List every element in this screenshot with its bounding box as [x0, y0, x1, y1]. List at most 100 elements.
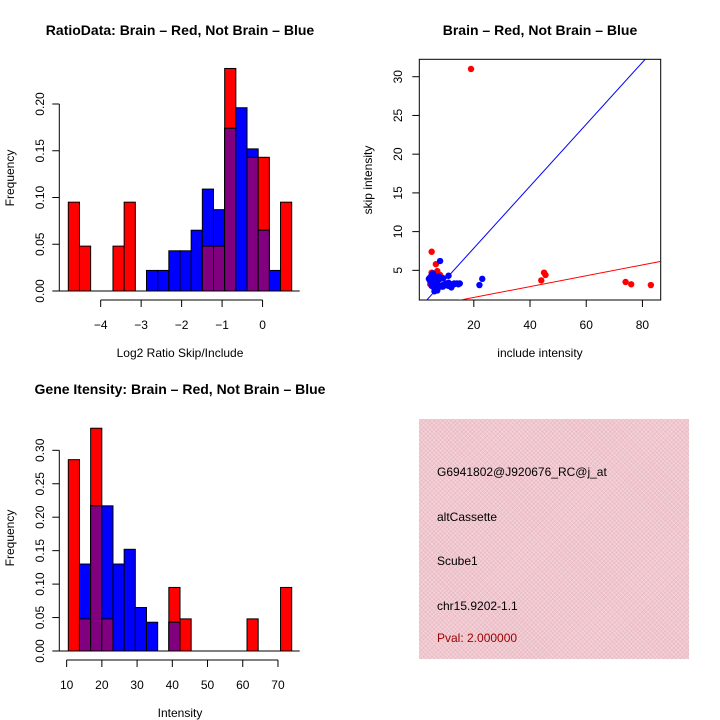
- y-tick-label: 0.05: [33, 606, 47, 630]
- overlap-bar: [213, 245, 226, 292]
- ratio-histogram-title: RatioData: Brain – Red, Not Brain – Blue: [46, 22, 315, 38]
- y-tick-label: 0.05: [33, 232, 47, 256]
- overlap-bar: [78, 618, 92, 652]
- x-tick-label: −2: [175, 318, 189, 332]
- y-tick-label: 10: [391, 225, 405, 239]
- scatter-title: Brain – Red, Not Brain – Blue: [443, 22, 638, 38]
- red-bar: [280, 586, 293, 652]
- red-bar: [179, 618, 192, 652]
- not-brain-point: [445, 282, 452, 290]
- red-bar: [123, 201, 136, 292]
- ratio-histogram-ylabel: Frequency: [3, 150, 17, 207]
- y-tick-label: 0.25: [33, 472, 47, 496]
- x-tick-label: 10: [60, 678, 74, 692]
- y-tick-label: 15: [391, 186, 405, 200]
- x-tick-label: 80: [636, 318, 650, 332]
- brain-point: [622, 278, 629, 286]
- blue-bar: [179, 250, 192, 292]
- y-tick-label: 25: [391, 108, 405, 122]
- x-tick-label: 0: [259, 318, 266, 332]
- brain-fit-line: [457, 260, 661, 300]
- plot-area: [425, 59, 661, 300]
- x-tick-label: −1: [215, 318, 229, 332]
- overlap-bar: [90, 505, 103, 652]
- x-tick-label: 60: [580, 318, 594, 332]
- y-tick-label: 0.00: [33, 279, 47, 303]
- red-bar: [67, 201, 80, 292]
- intensity-histogram-ylabel: Frequency: [3, 510, 17, 567]
- not-brain-fit-line: [426, 59, 646, 300]
- x-tick-label: 50: [201, 678, 215, 692]
- blue-bar: [145, 269, 159, 292]
- y-tick-label: 0.00: [33, 639, 47, 663]
- genomic-location: chr15.9202-1.1: [437, 599, 518, 613]
- event-type: altCassette: [437, 510, 498, 524]
- overlap-bar: [224, 127, 237, 292]
- not-brain-point: [455, 281, 462, 288]
- blue-bar: [157, 269, 170, 292]
- overlap-bar: [168, 621, 181, 652]
- blue-bar: [235, 107, 248, 292]
- probe-id: G6941802@J920676_RC@j_at: [437, 465, 607, 479]
- blue-bar: [168, 250, 181, 292]
- probe-info-panel: G6941802@J920676_RC@j_at altCassette Scu…: [419, 419, 689, 659]
- not-brain-point: [479, 275, 486, 283]
- intensity-histogram-panel: Gene Itensity: Brain – Red, Not Brain – …: [3, 381, 326, 720]
- y-tick-label: 0.20: [33, 92, 47, 116]
- overlap-bar: [257, 229, 270, 292]
- not-brain-point: [439, 283, 447, 290]
- overlap-bar: [201, 245, 215, 292]
- x-tick-label: 70: [271, 678, 285, 692]
- red-bar: [112, 245, 125, 292]
- x-tick-label: 30: [130, 678, 144, 692]
- y-tick-label: 0.15: [33, 539, 47, 563]
- y-tick-label: 30: [391, 70, 405, 84]
- scatter-panel: Brain – Red, Not Brain – Blue include in…: [361, 22, 662, 360]
- blue-bar: [123, 548, 136, 652]
- brain-point: [627, 281, 635, 288]
- brain-point: [542, 271, 549, 279]
- blue-bar: [134, 607, 147, 652]
- overlap-bar: [246, 156, 259, 292]
- x-tick-label: 40: [523, 318, 537, 332]
- intensity-histogram-title: Gene Itensity: Brain – Red, Not Brain – …: [35, 381, 326, 397]
- brain-point: [428, 248, 435, 255]
- ratio-histogram-panel: RatioData: Brain – Red, Not Brain – Blue…: [3, 22, 314, 360]
- y-tick-label: 5: [391, 267, 405, 274]
- y-tick-label: 0.15: [33, 139, 47, 163]
- x-tick-label: 20: [467, 318, 481, 332]
- brain-point: [538, 277, 545, 284]
- y-tick-label: 0.30: [33, 438, 47, 462]
- x-tick-label: 20: [95, 678, 109, 692]
- y-tick-label: 0.10: [33, 185, 47, 209]
- scatter-ylabel: skip intensity: [361, 146, 375, 215]
- y-tick-label: 0.10: [33, 572, 47, 596]
- not-brain-point: [436, 257, 444, 265]
- red-bar: [78, 245, 92, 292]
- blue-bar: [112, 563, 125, 652]
- gene-name: Scube1: [437, 554, 478, 568]
- x-tick-label: −3: [134, 318, 148, 332]
- red-bar: [246, 618, 259, 652]
- y-tick-label: 20: [391, 147, 405, 161]
- red-bar: [280, 201, 293, 292]
- pval-text: Pval: 2.000000: [437, 631, 518, 645]
- not-brain-point: [431, 274, 438, 282]
- overlap-bar: [101, 618, 114, 652]
- intensity-histogram-xlabel: Intensity: [158, 706, 203, 720]
- not-brain-point: [476, 281, 483, 289]
- x-tick-label: 40: [166, 678, 180, 692]
- brain-point: [467, 65, 475, 73]
- red-bar: [67, 459, 80, 652]
- scatter-xlabel: include intensity: [497, 346, 582, 360]
- blue-bar: [268, 269, 282, 292]
- y-tick-label: 0.20: [33, 505, 47, 529]
- x-tick-label: −4: [94, 318, 108, 332]
- plot-box: [418, 58, 662, 301]
- brain-point: [647, 281, 655, 289]
- blue-bar: [190, 229, 203, 292]
- x-tick-label: 60: [236, 678, 250, 692]
- blue-bar: [145, 621, 159, 652]
- ratio-histogram-xlabel: Log2 Ratio Skip/Include: [117, 346, 244, 360]
